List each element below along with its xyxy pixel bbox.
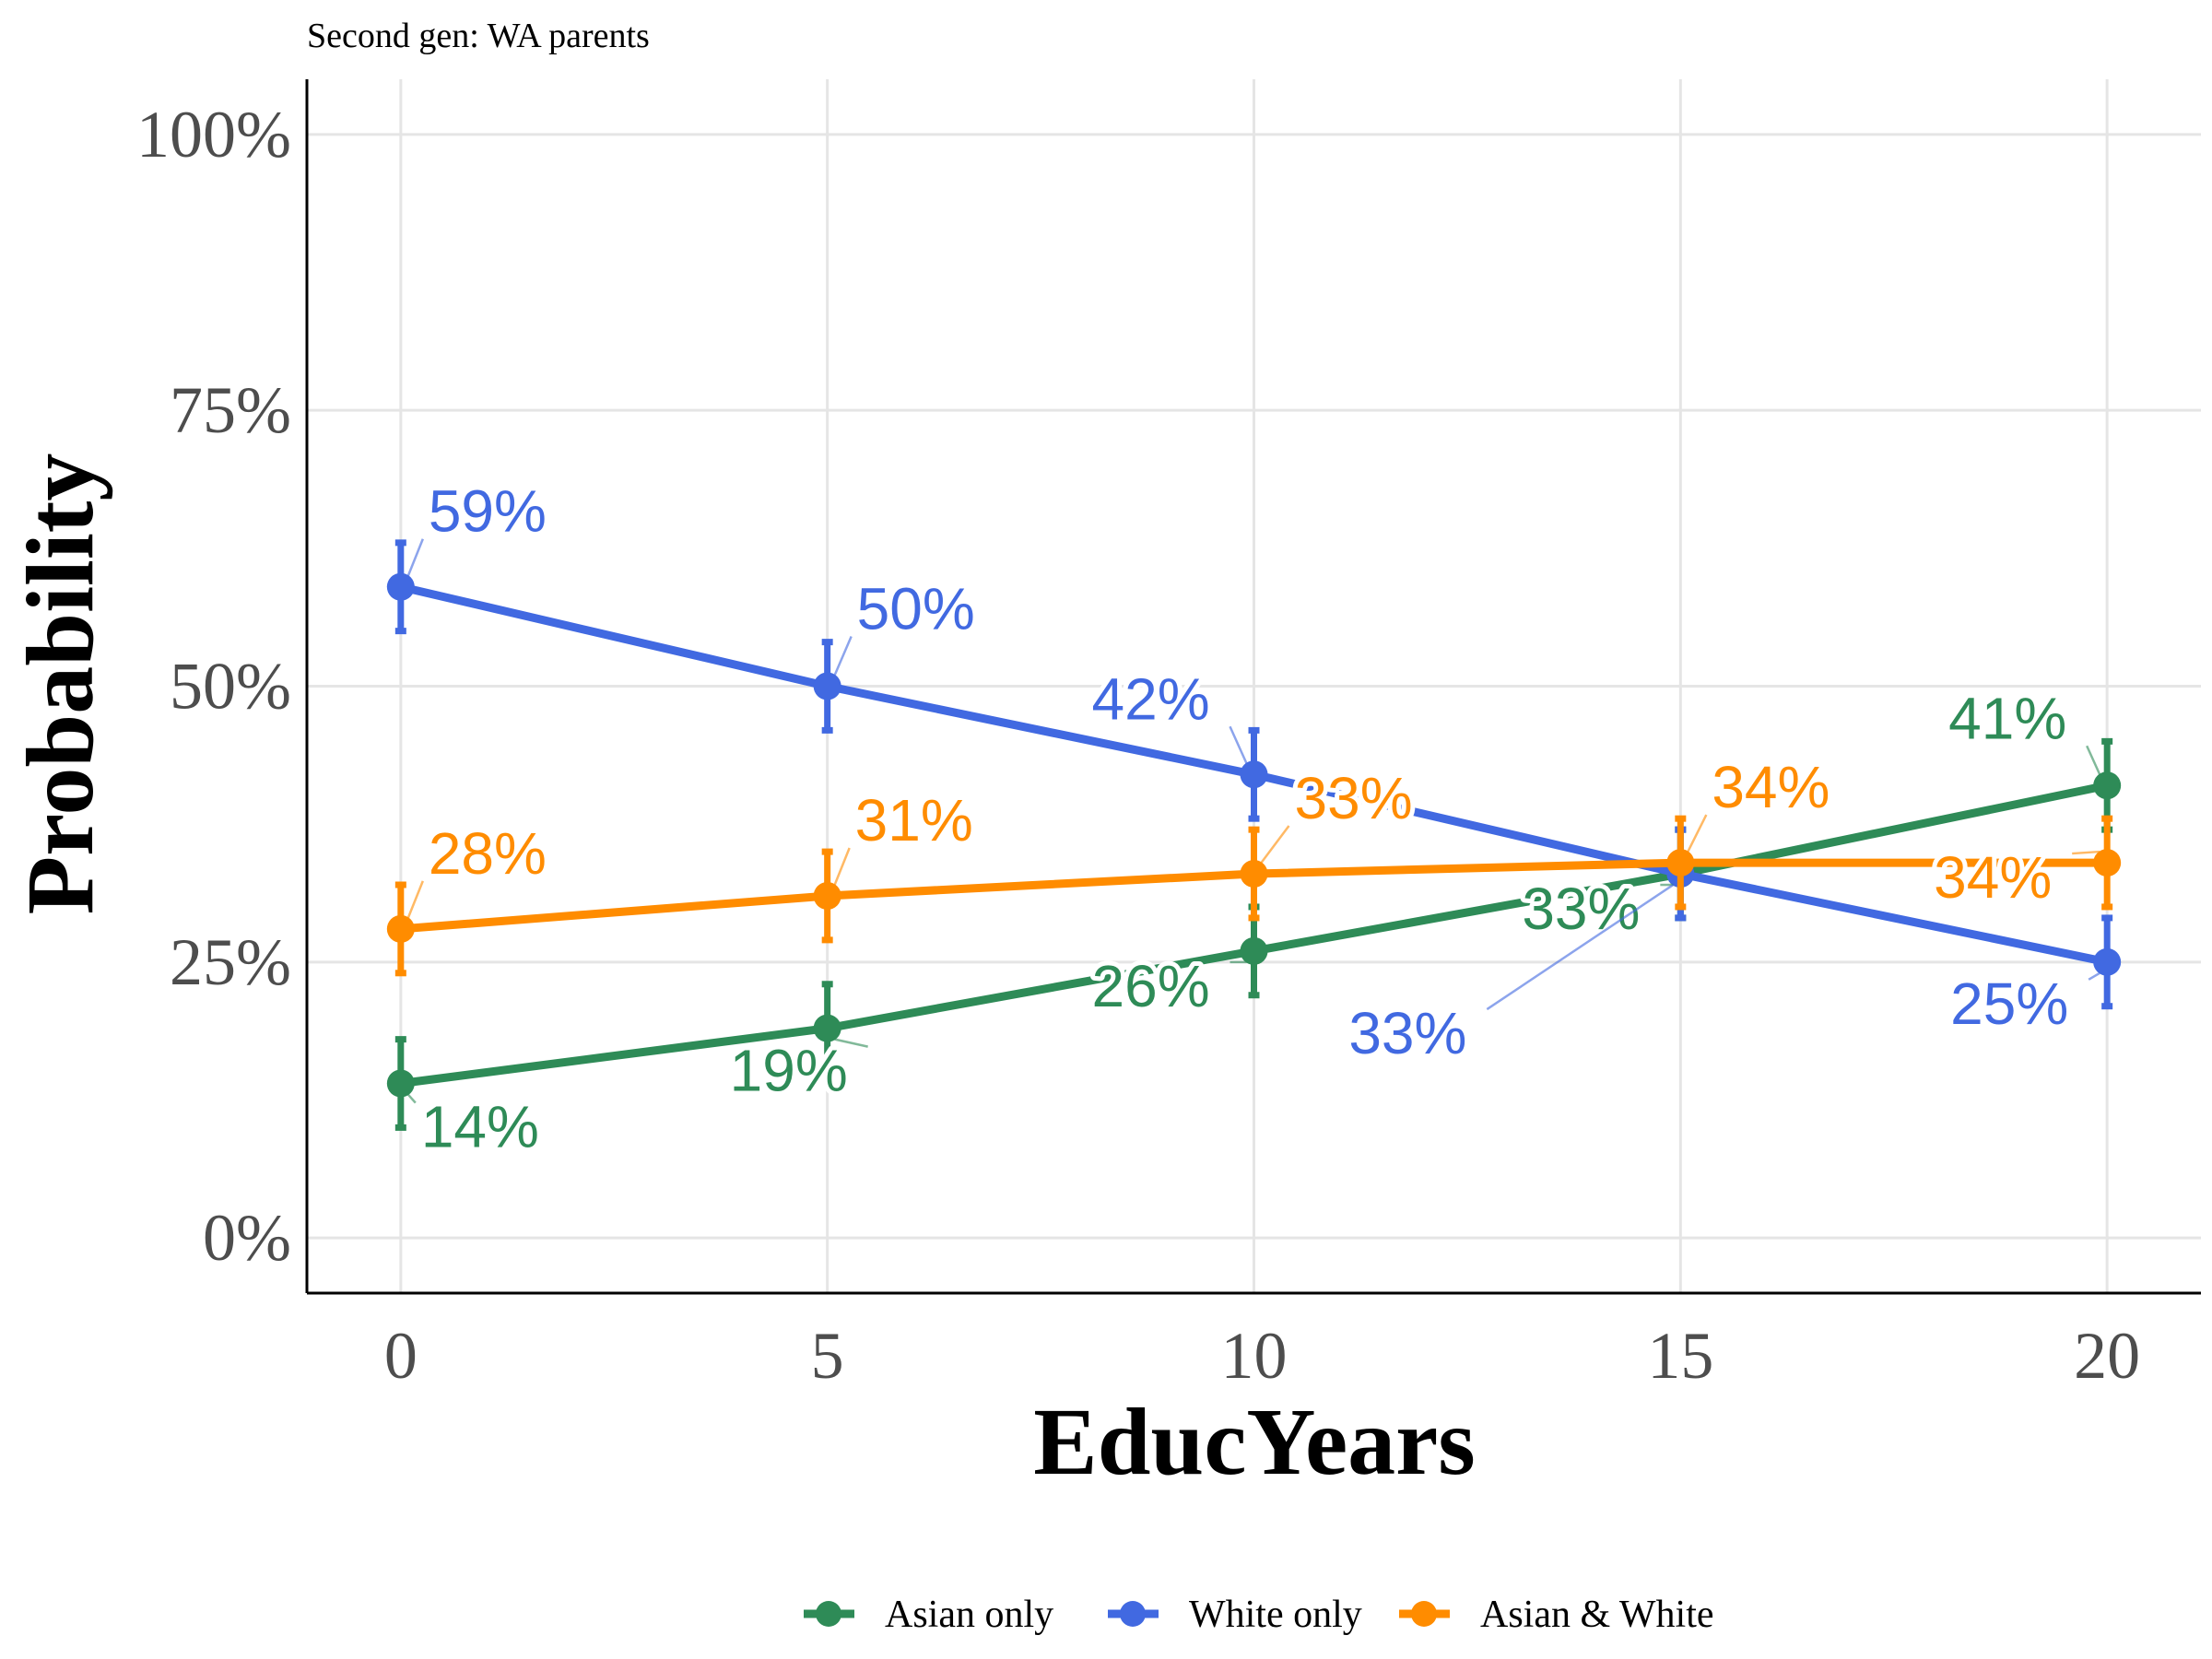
data-labels: 14% 19% 26% 33% 41% 59% 50% 42% 33% 25% 28% 31% 33% 3… <box>406 474 2101 1165</box>
label-connector <box>2088 971 2100 981</box>
x-tick-label: 20 <box>2074 1319 2140 1393</box>
legend-key-point <box>1120 1601 1146 1627</box>
y-tick-label: 0% <box>203 1201 291 1275</box>
data-label: 59% <box>429 478 547 545</box>
data-label: 42% <box>1092 665 1210 732</box>
data-label: 19% <box>730 1038 848 1104</box>
x-tick-label: 0 <box>384 1319 418 1393</box>
label-connector <box>834 1038 868 1048</box>
series-group <box>386 539 2122 1010</box>
legend-key-point <box>1411 1601 1437 1627</box>
y-tick-label: 50% <box>170 650 291 724</box>
y-tick-label: 25% <box>170 925 291 999</box>
label-connector <box>1229 725 1248 764</box>
legend-label: Asian & White <box>1480 1594 1714 1636</box>
axes: 0% 25% 50% 75% 100% 0 5 10 15 20 <box>136 79 2201 1393</box>
chart-subtitle: Second gen: WA parents <box>307 17 650 55</box>
data-label: 26% <box>1092 953 1210 1019</box>
data-point <box>1240 760 1268 789</box>
data-label: 14% <box>421 1094 539 1160</box>
label-connector <box>1260 825 1290 864</box>
label-connector <box>406 880 424 919</box>
data-label: 33% <box>1522 876 1640 942</box>
data-point <box>2093 849 2122 877</box>
data-label: 34% <box>1934 844 2052 911</box>
label-connector <box>406 538 424 577</box>
series-group <box>386 815 2122 977</box>
legend-key-point <box>816 1601 841 1627</box>
data-point <box>1240 860 1268 888</box>
data-point <box>2093 771 2122 800</box>
data-point <box>813 672 841 700</box>
label-connector <box>2072 850 2100 855</box>
grid-lines <box>307 79 2201 1293</box>
data-point <box>813 881 841 910</box>
data-label: 33% <box>1348 1000 1466 1066</box>
data-point <box>813 1014 841 1042</box>
data-label: 50% <box>857 576 975 642</box>
legend: Asian only White only Asian & White <box>804 1594 1714 1636</box>
y-axis-title: Probability <box>7 453 113 915</box>
x-tick-label: 15 <box>1647 1319 1713 1393</box>
data-label: 31% <box>855 787 973 853</box>
x-axis-title: EducYears <box>1033 1389 1476 1495</box>
data-point <box>1240 936 1268 965</box>
legend-label: Asian only <box>885 1594 1053 1636</box>
data-label: 33% <box>1295 765 1413 831</box>
data-point <box>1666 849 1695 877</box>
data-label: 25% <box>1950 971 2068 1037</box>
label-connector <box>1687 814 1708 853</box>
label-connector <box>406 1093 417 1104</box>
data-point <box>2093 947 2122 976</box>
label-connector <box>2086 745 2101 775</box>
legend-label: White only <box>1189 1594 1362 1636</box>
data-point <box>386 572 415 601</box>
y-tick-label: 75% <box>170 373 291 447</box>
data-point <box>386 1069 415 1098</box>
data-label: 34% <box>1712 754 1830 820</box>
data-label: 41% <box>1948 685 2066 751</box>
y-tick-label: 100% <box>136 98 291 171</box>
label-connector <box>833 847 851 886</box>
data-point <box>386 914 415 943</box>
series <box>386 539 2122 1131</box>
label-connector <box>833 636 853 676</box>
data-label: 28% <box>429 820 547 887</box>
x-tick-label: 5 <box>811 1319 844 1393</box>
x-tick-label: 10 <box>1221 1319 1288 1393</box>
label-connector <box>1486 883 1675 1011</box>
